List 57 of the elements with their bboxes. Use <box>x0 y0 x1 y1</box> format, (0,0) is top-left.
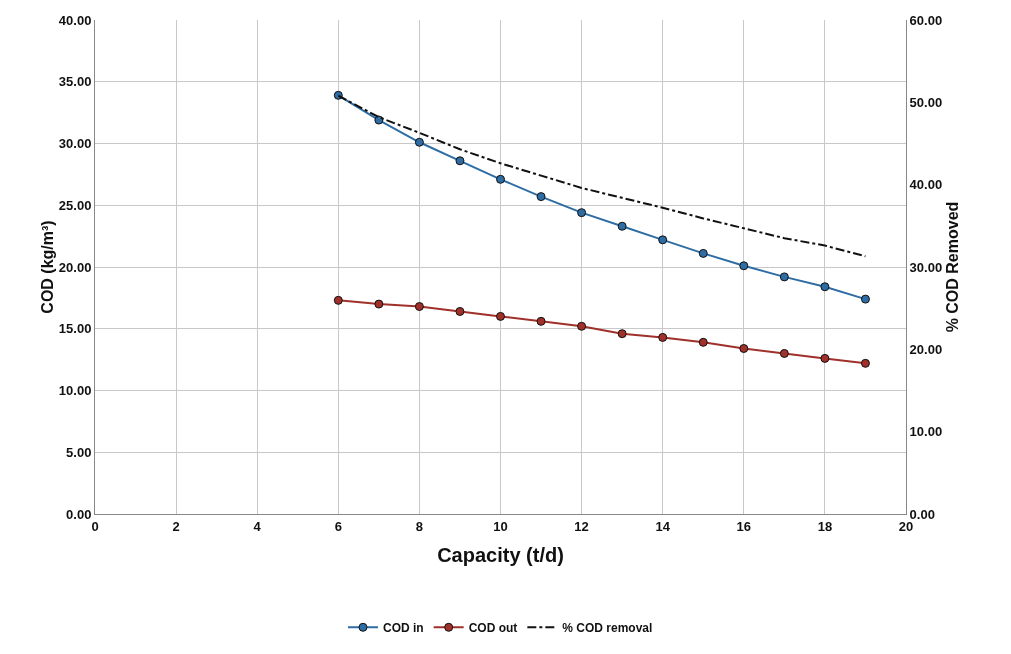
y2-tick-label: 30.00 <box>909 259 943 275</box>
y-tick-label: 20.00 <box>58 259 92 275</box>
point <box>779 348 789 358</box>
y2-tick-label: 60.00 <box>909 12 943 28</box>
y2-tick-label: 10.00 <box>909 424 943 440</box>
point <box>820 282 830 292</box>
y-tick-label: 10.00 <box>58 383 92 399</box>
point <box>577 208 587 218</box>
x-tick-label: 0 <box>91 518 99 534</box>
y2-axis-title: % COD Removed <box>944 201 962 333</box>
point <box>536 316 546 326</box>
x-tick-label: 4 <box>253 518 262 534</box>
point <box>374 299 384 309</box>
y-tick-label: 25.00 <box>58 197 92 213</box>
point <box>739 261 749 271</box>
x-tick-label: 18 <box>817 518 833 534</box>
point <box>455 156 465 166</box>
y-tick-label: 30.00 <box>58 136 92 152</box>
point <box>820 353 830 363</box>
legend-label: % COD removal <box>562 620 653 635</box>
point <box>577 321 587 331</box>
x-tick-label: 14 <box>655 518 671 534</box>
y-axis-title: COD (kg/m³) <box>39 220 56 314</box>
point <box>860 358 870 368</box>
point <box>658 332 668 342</box>
y2-tick-label: 50.00 <box>909 94 943 110</box>
point <box>617 221 627 231</box>
x-tick-label: 10 <box>493 518 508 534</box>
point <box>414 302 424 312</box>
point <box>698 248 708 258</box>
x-tick-label: 6 <box>334 518 342 534</box>
point <box>698 337 708 347</box>
legend-label: COD in <box>383 620 424 635</box>
point <box>739 344 749 354</box>
point <box>779 272 789 282</box>
x-tick-label: 2 <box>172 518 180 534</box>
x-tick-label: 16 <box>736 518 752 534</box>
point <box>658 235 668 245</box>
point <box>333 295 343 305</box>
point <box>496 174 505 184</box>
y2-tick-label: 20.00 <box>909 341 943 357</box>
y-tick-label: 15.00 <box>58 321 92 337</box>
legend-label: COD out <box>468 620 518 635</box>
y-tick-label: 5.00 <box>66 444 92 460</box>
point <box>860 294 870 304</box>
point <box>617 329 627 339</box>
point <box>496 311 505 321</box>
point <box>414 137 424 147</box>
point <box>455 306 465 316</box>
y-tick-label: 0.00 <box>66 506 92 522</box>
y2-tick-label: 40.00 <box>909 177 943 193</box>
x-axis-title: Capacity (t/d) <box>437 544 564 567</box>
point <box>536 192 546 202</box>
x-tick-label: 12 <box>574 518 589 534</box>
x-tick-label: 8 <box>415 518 424 534</box>
y-tick-label: 40.00 <box>58 12 92 28</box>
y-tick-label: 35.00 <box>58 74 92 90</box>
